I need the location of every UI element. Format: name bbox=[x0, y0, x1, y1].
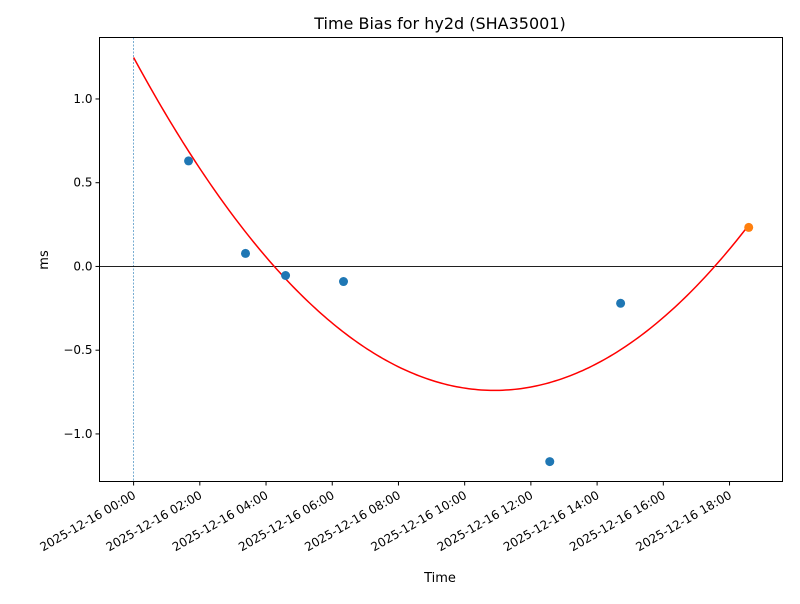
data-point bbox=[545, 457, 555, 467]
y-tick-label: −0.5 bbox=[63, 343, 92, 357]
y-tick-label: 0.0 bbox=[73, 259, 92, 273]
y-tick-label: −1.0 bbox=[63, 427, 92, 441]
chart-title: Time Bias for hy2d (SHA35001) bbox=[313, 14, 566, 33]
fit-curve bbox=[132, 57, 750, 392]
latest-point bbox=[744, 222, 754, 232]
y-axis-label: ms bbox=[37, 250, 52, 270]
y-tick-label: 0.5 bbox=[73, 176, 92, 190]
data-point bbox=[184, 156, 194, 166]
x-axis-label: Time bbox=[423, 571, 456, 586]
data-point bbox=[616, 298, 626, 308]
plot-frame bbox=[99, 37, 783, 482]
data-point bbox=[241, 248, 251, 258]
data-point bbox=[281, 270, 291, 280]
data-point bbox=[338, 277, 348, 287]
y-tick-label: 1.0 bbox=[73, 92, 92, 106]
